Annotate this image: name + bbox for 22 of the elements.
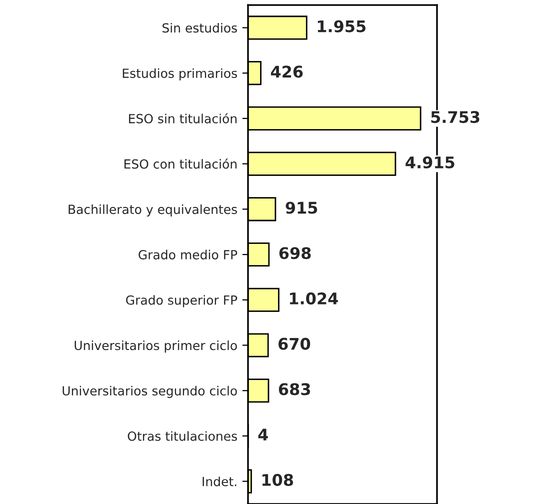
data-label: 1.024: [290, 292, 338, 305]
y-tick-label: ESO sin titulación: [129, 113, 237, 124]
data-label: 5.753: [431, 110, 480, 124]
data-label: 670: [278, 338, 310, 350]
y-tick-label: ESO con titulación: [124, 158, 237, 169]
y-tick-label: Universitarios primer ciclo: [74, 340, 237, 353]
y-tick-label: Estudios primarios: [122, 68, 237, 80]
data-label: 4: [258, 428, 268, 440]
y-tick-label: Grado superior FP: [126, 295, 238, 308]
data-label: 426: [270, 66, 303, 78]
y-tick-label: Indet.: [202, 476, 236, 486]
y-tick-label: Grado medio FP: [138, 250, 238, 260]
y-tick-label: Universitarios segundo ciclo: [62, 386, 237, 398]
data-label: 1.955: [318, 20, 366, 32]
data-label: 108: [262, 474, 294, 486]
y-tick-label: Otras titulaciones: [128, 431, 237, 441]
data-label: 683: [278, 383, 310, 396]
data-label: 698: [279, 247, 311, 260]
y-tick-label: Bachillerato y equivalentes: [68, 204, 237, 217]
data-label: 915: [286, 202, 318, 214]
data-label: 4.915: [406, 156, 454, 168]
y-tick-label: Sin estudios: [162, 22, 237, 33]
